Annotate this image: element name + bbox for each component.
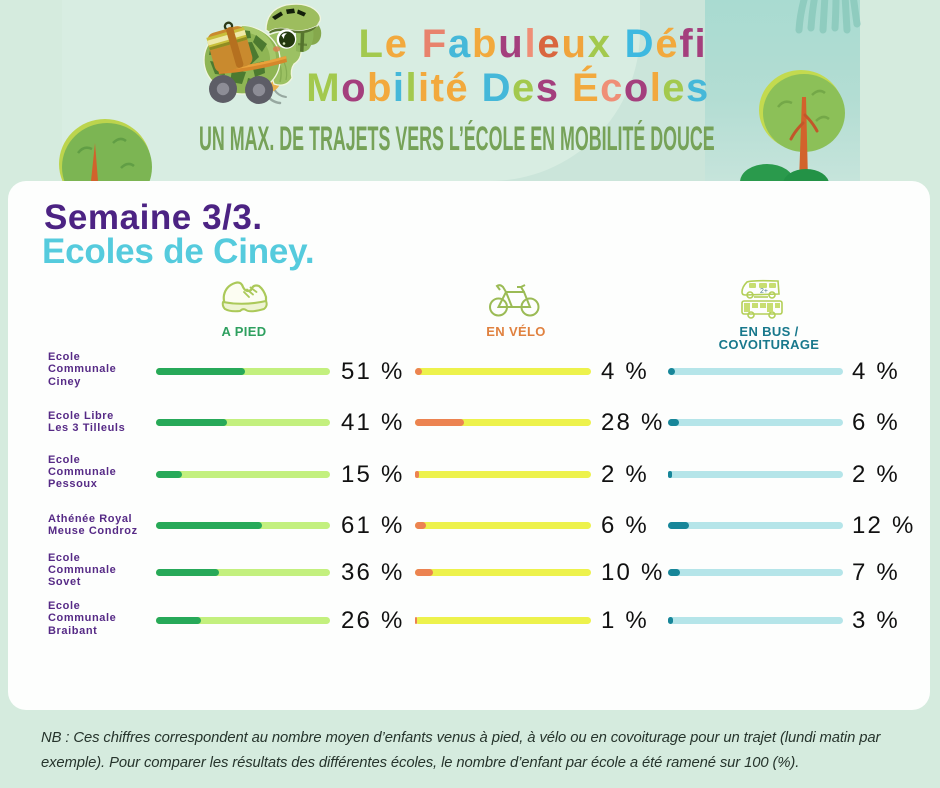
svg-text:2+: 2+ <box>760 288 768 295</box>
